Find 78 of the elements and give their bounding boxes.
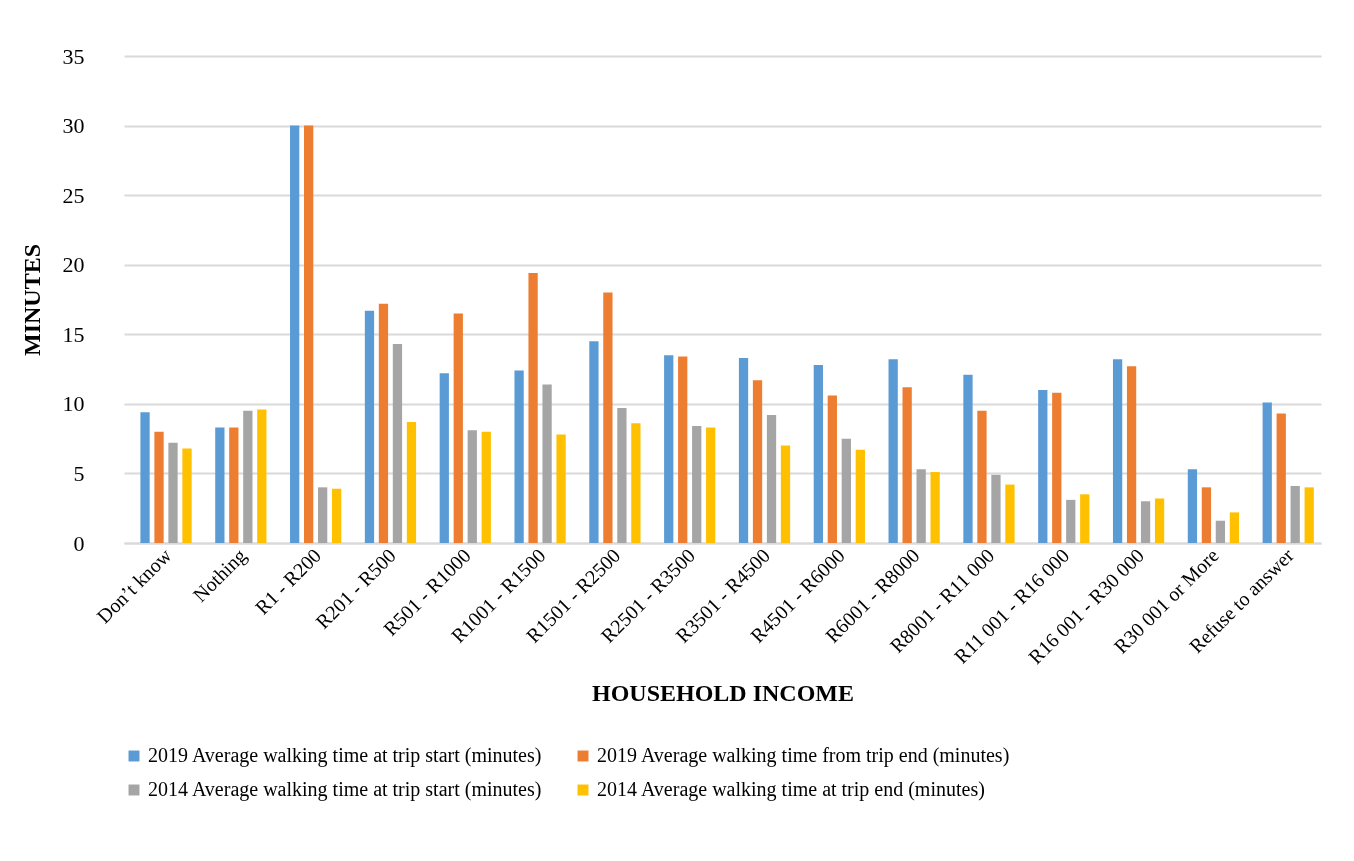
bar [332,488,342,543]
bar [229,427,239,543]
bar [453,313,463,543]
bar [589,341,599,543]
bar [304,125,314,543]
bar [1038,389,1048,543]
bar [678,356,688,543]
y-tick-label: 0 [73,530,85,556]
bar [706,427,716,543]
bar [888,359,898,543]
bar [542,384,552,543]
bar [1187,469,1198,543]
bar [378,303,389,543]
bar [738,357,749,543]
bar [439,373,449,543]
bar [780,445,791,543]
bar [631,423,641,543]
y-tick-label: 30 [62,113,85,139]
bar [1229,512,1240,543]
y-tick-label: 15 [62,321,85,347]
bar [991,474,1001,543]
bar [1140,501,1151,543]
bar [1052,392,1062,543]
bar [140,412,150,543]
bar [215,427,225,543]
bar [154,431,164,543]
bar [902,387,912,543]
y-tick-label: 5 [73,460,85,486]
bar [290,125,300,543]
bar [392,344,403,543]
bar [752,380,763,543]
bar [1215,520,1226,543]
bar [528,273,538,543]
bar [243,410,253,543]
bar [855,449,865,543]
bar [664,355,674,543]
bar [257,409,267,543]
bar [617,408,627,543]
y-tick-label: 35 [62,43,85,69]
bar [1126,366,1137,543]
bar [916,469,926,543]
bar [827,395,837,543]
x-axis-title: HOUSEHOLD INCOME [591,680,855,707]
bar [318,487,328,543]
bar [467,430,477,543]
bar [1201,487,1212,543]
legend-label: 2019 Average walking time from trip end (minutes) [597,744,1010,767]
bar [1080,494,1090,543]
bar [1276,413,1286,543]
y-tick-label: 20 [62,252,85,278]
y-tick-label: 25 [62,182,85,208]
bar [481,431,491,543]
bar [1290,485,1300,543]
bar [168,442,178,543]
y-tick-label: 10 [62,391,85,417]
bar [692,426,702,543]
bar [1005,484,1015,543]
legend-label: 2014 Average walking time at trip end (minutes) [597,778,985,801]
bar [1112,359,1123,543]
bar [1304,487,1314,543]
bar [977,410,987,543]
legend-label: 2014 Average walking time at trip start (minutes) [148,778,542,801]
bar [406,421,417,543]
bar [514,370,524,543]
bar [364,310,375,543]
bar [930,472,940,543]
bar [766,414,777,543]
bar [1262,402,1272,543]
bar [182,448,192,543]
bar [841,438,851,543]
legend-label: 2019 Average walking time at trip start (minutes) [148,744,542,767]
bar [1066,499,1076,543]
bar [603,292,613,543]
y-axis-title: MINUTES [18,243,45,357]
bar [963,374,973,543]
bar [556,434,566,543]
bar [813,364,823,543]
bar [1154,498,1165,543]
